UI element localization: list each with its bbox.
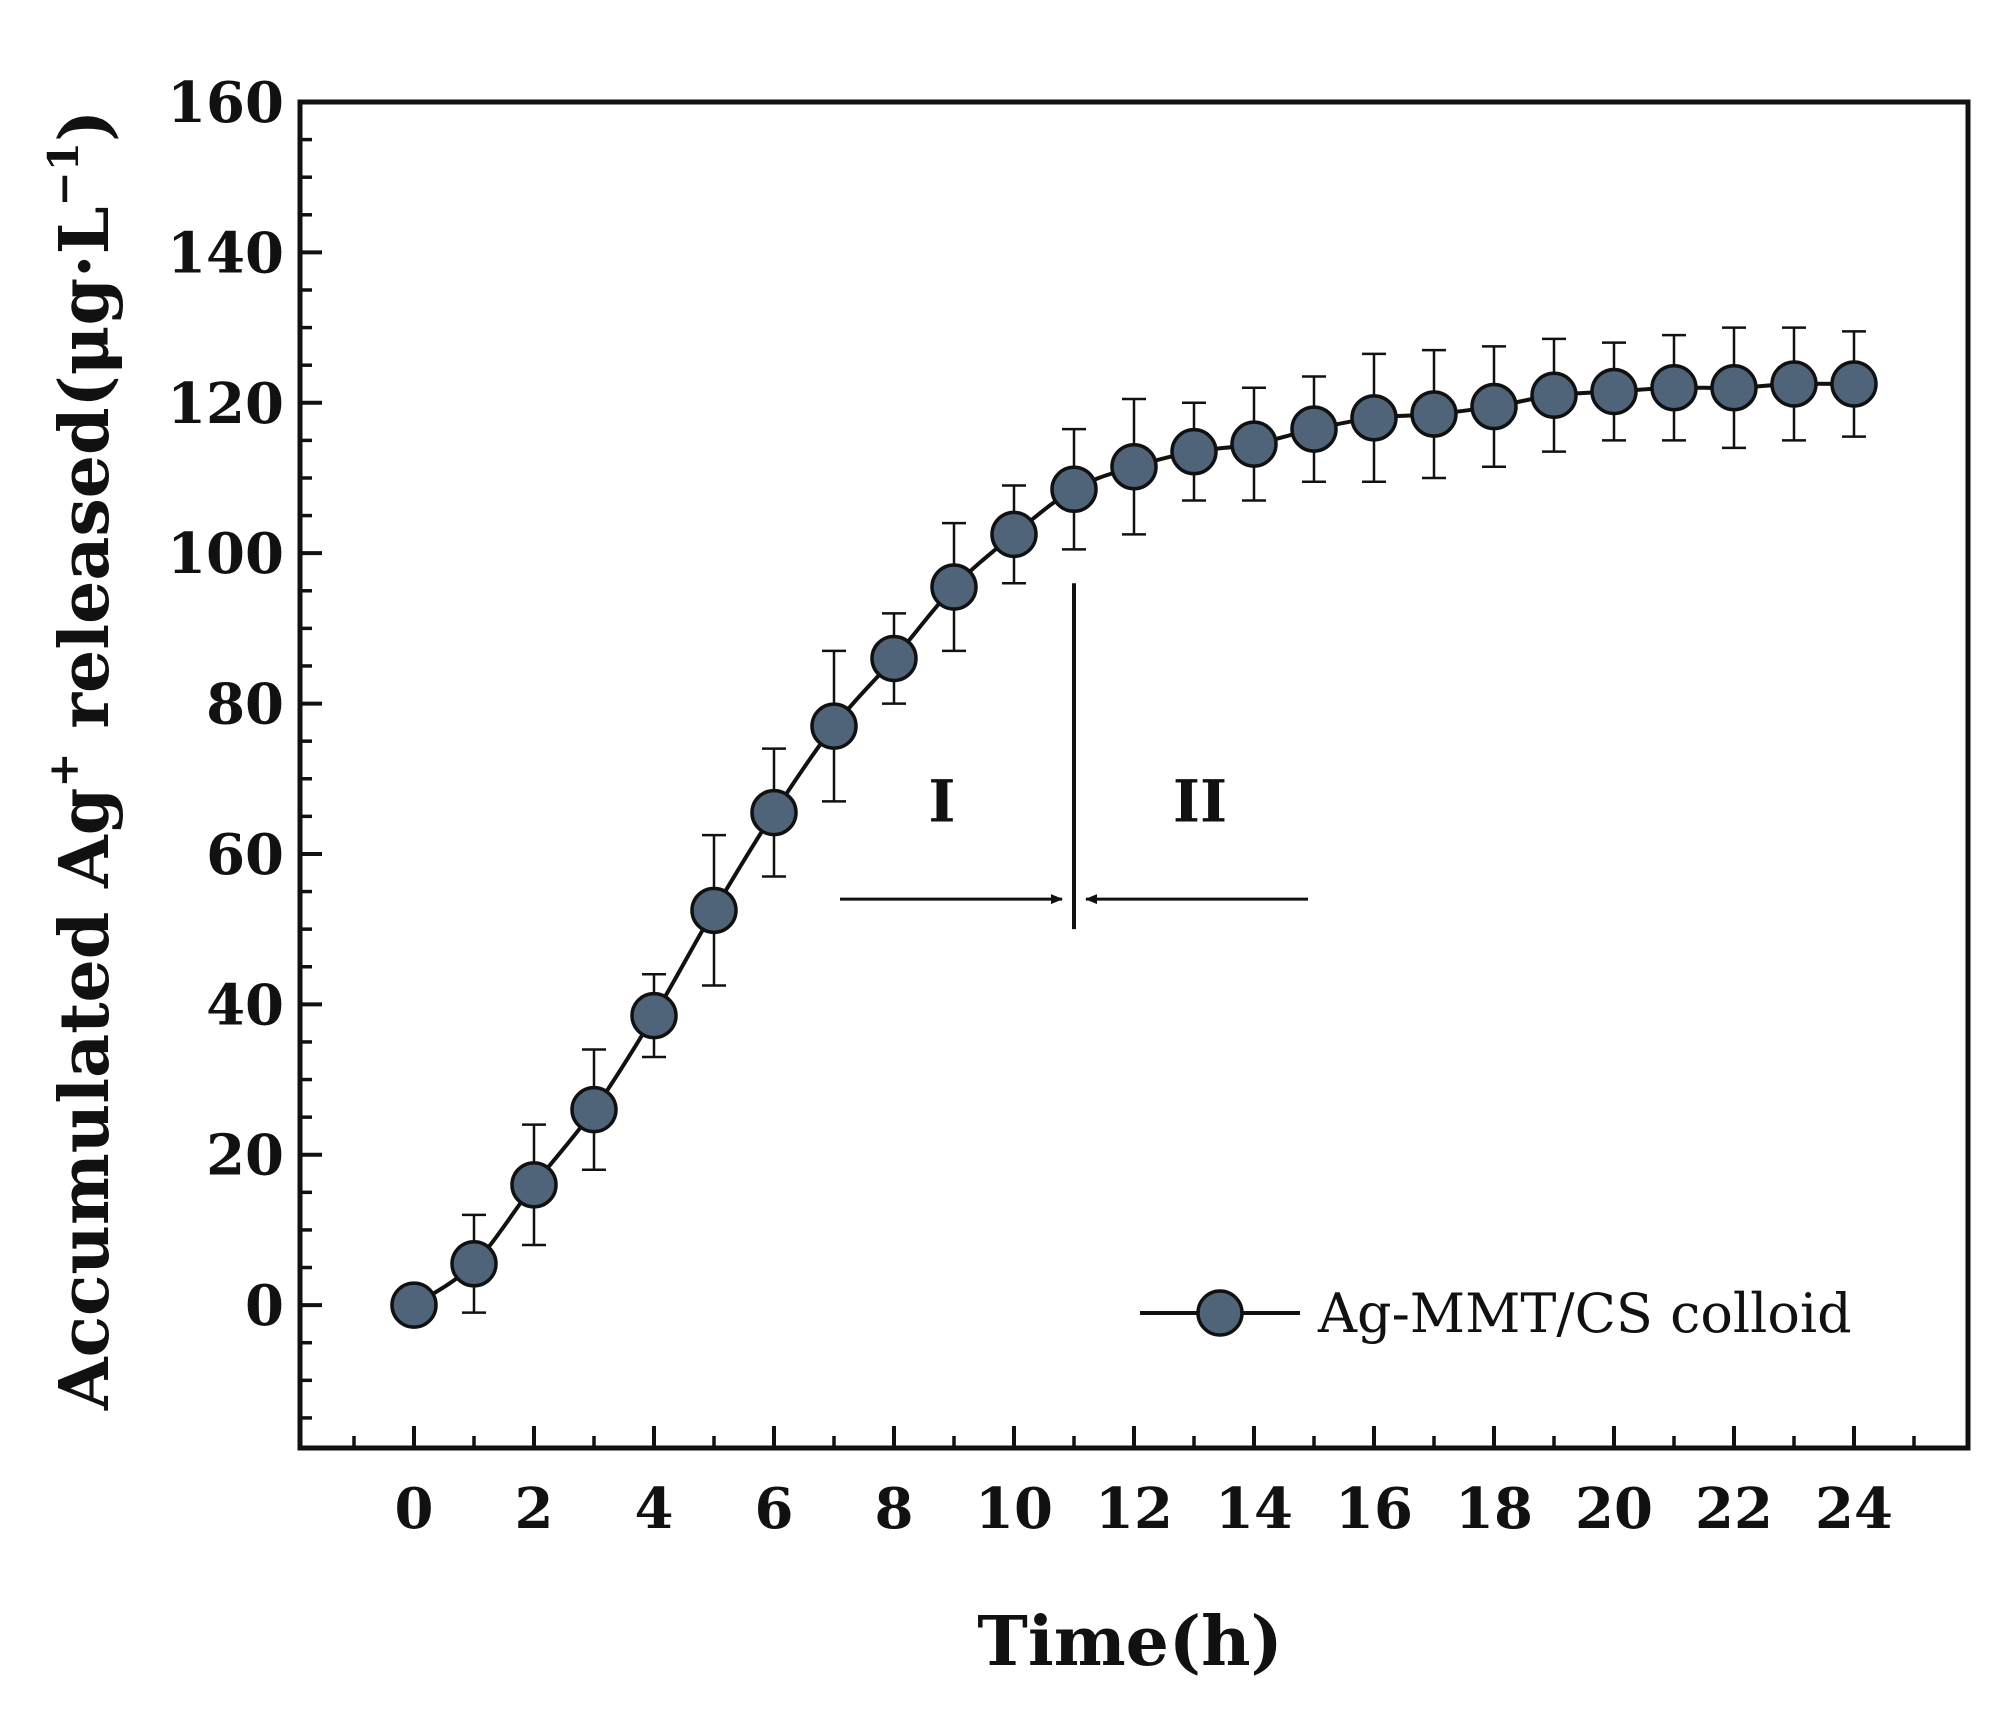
legend-label: Ag-MMT/CS colloid <box>1317 1282 1852 1345</box>
y-tick-label: 100 <box>167 521 284 587</box>
x-tick-label: 20 <box>1575 1476 1653 1542</box>
data-point <box>990 510 1038 559</box>
x-tick-label: 8 <box>875 1476 914 1542</box>
x-tick-label: 2 <box>515 1476 554 1542</box>
legend: Ag-MMT/CS colloid <box>1140 1282 1852 1345</box>
data-point <box>1290 405 1338 453</box>
data-point <box>1350 394 1398 442</box>
data-point <box>1410 390 1458 438</box>
data-point <box>1170 427 1218 476</box>
x-tick-label: 4 <box>635 1476 674 1542</box>
data-point <box>510 1161 558 1209</box>
data-point <box>1230 420 1278 468</box>
data-point <box>1470 382 1518 431</box>
y-tick-label: 140 <box>167 220 284 286</box>
data-point <box>690 886 738 935</box>
data-point <box>810 702 858 750</box>
data-point <box>1110 442 1158 491</box>
data-point <box>1710 363 1758 412</box>
x-tick-label: 6 <box>755 1476 794 1542</box>
y-tick-label: 40 <box>206 972 284 1038</box>
y-tick-label: 120 <box>167 371 284 437</box>
data-point <box>390 1281 438 1329</box>
data-point <box>450 1240 498 1288</box>
y-tick-label: 80 <box>206 672 284 738</box>
plot-frame <box>297 99 1971 1451</box>
data-point <box>1770 360 1818 408</box>
x-axis-title: Time(h) <box>977 1602 1282 1682</box>
data-point <box>1590 367 1638 416</box>
y-tick-label: 60 <box>206 822 284 888</box>
annotations: I II <box>840 583 1308 930</box>
data-point <box>570 1085 618 1134</box>
y-tick-label: 20 <box>206 1123 284 1189</box>
data-series <box>390 326 1878 1329</box>
x-tick-label: 12 <box>1095 1476 1173 1542</box>
data-point <box>930 563 978 611</box>
x-tick-label: 14 <box>1215 1476 1293 1542</box>
x-tick-label: 18 <box>1455 1476 1533 1542</box>
y-tick-label: 0 <box>245 1273 284 1339</box>
data-point <box>1830 360 1878 408</box>
data-point <box>630 991 678 1040</box>
x-tick-label: 24 <box>1815 1476 1893 1542</box>
data-point <box>1650 363 1698 412</box>
x-tick-label: 10 <box>975 1476 1053 1542</box>
y-tick-label: 160 <box>167 70 284 136</box>
region-label-2: II <box>1173 767 1227 835</box>
region-label-1: I <box>928 767 955 835</box>
data-point <box>750 788 798 837</box>
y-axis-title: Accumulated Ag+ released(μg·L−1) <box>39 110 125 1411</box>
data-point <box>870 634 918 683</box>
legend-marker <box>1196 1289 1244 1337</box>
x-tick-label: 22 <box>1695 1476 1773 1542</box>
x-tick-label: 16 <box>1335 1476 1413 1542</box>
x-tick-label: 0 <box>395 1476 434 1542</box>
data-point <box>1050 465 1098 514</box>
data-point <box>1530 371 1578 420</box>
